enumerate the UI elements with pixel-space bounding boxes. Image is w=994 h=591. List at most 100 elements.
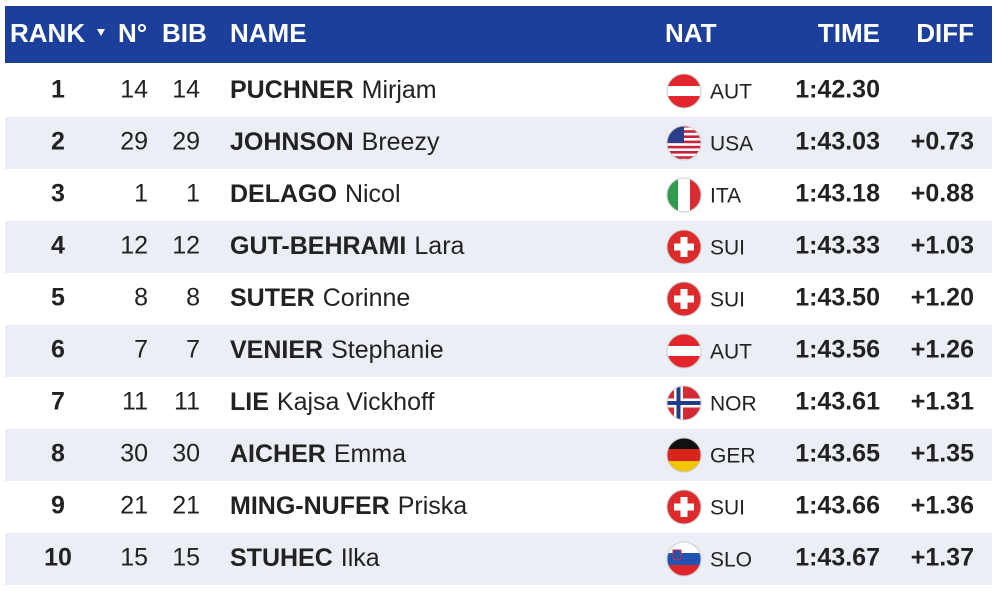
- name: SUTER Corinne: [230, 284, 410, 312]
- first-name: Breezy: [362, 128, 440, 156]
- start-number: 14: [120, 76, 148, 104]
- bib: 11: [174, 388, 200, 416]
- flag-part: [674, 243, 694, 251]
- bib: 12: [172, 232, 200, 260]
- flag-part: [667, 151, 701, 154]
- row-bg: [5, 117, 992, 169]
- flag: [667, 230, 701, 264]
- name: LIE Kajsa Vickhoff: [230, 388, 434, 416]
- flag-ring: [666, 73, 702, 109]
- flag-ring: [666, 489, 702, 525]
- diff: +1.37: [911, 544, 974, 572]
- column-header: DIFF: [916, 18, 974, 48]
- rank: 6: [51, 336, 65, 364]
- first-name: Kajsa Vickhoff: [277, 388, 435, 416]
- flag-ring: [666, 229, 702, 265]
- diff: +1.31: [911, 388, 974, 416]
- surname: AICHER: [230, 440, 326, 468]
- flag-part: [667, 565, 701, 576]
- surname: MING-NUFER: [230, 492, 390, 520]
- row-bg: [5, 221, 992, 273]
- first-name: Corinne: [323, 284, 411, 312]
- bib: 8: [186, 284, 200, 312]
- nation: NOR: [710, 393, 757, 416]
- flag-ring: [666, 125, 702, 161]
- start-number: 30: [120, 440, 148, 468]
- sort-arrow: [97, 29, 105, 36]
- diff: +1.35: [911, 440, 974, 468]
- rank: 9: [51, 492, 65, 520]
- first-name: Mirjam: [362, 76, 437, 104]
- diff: +0.88: [911, 180, 974, 208]
- flag: [667, 334, 701, 368]
- flag: [667, 282, 701, 316]
- rank: 3: [51, 180, 65, 208]
- flag-part: [667, 438, 701, 449]
- start-number: 21: [120, 492, 148, 520]
- start-number: 1: [134, 180, 148, 208]
- surname: GUT-BEHRAMI: [230, 232, 406, 260]
- bib: 1: [186, 180, 200, 208]
- surname: PUCHNER: [230, 76, 354, 104]
- surname: STUHEC: [230, 544, 333, 572]
- time: 1:43.18: [795, 180, 880, 208]
- first-name: Stephanie: [331, 336, 444, 364]
- flag: [667, 386, 701, 420]
- rank: 10: [44, 544, 72, 572]
- flag-part: [667, 553, 701, 565]
- nation: ITA: [710, 185, 741, 208]
- diff: +1.03: [911, 232, 974, 260]
- row-bg: [5, 325, 992, 377]
- flag: [667, 74, 701, 108]
- rank: 1: [51, 76, 65, 104]
- time: 1:42.30: [795, 76, 880, 104]
- time: 1:43.33: [795, 232, 880, 260]
- time: 1:43.50: [795, 284, 880, 312]
- rank: 2: [51, 128, 65, 156]
- rank: 8: [51, 440, 65, 468]
- flag-ring: [666, 333, 702, 369]
- name: VENIER Stephanie: [230, 336, 444, 364]
- surname: JOHNSON: [230, 128, 354, 156]
- bib: 7: [186, 336, 200, 364]
- start-number: 29: [120, 128, 148, 156]
- flag-part: [674, 295, 694, 303]
- flag-ring: [666, 541, 702, 577]
- bib: 30: [172, 440, 200, 468]
- flag-part: [672, 549, 682, 561]
- flag-part: [667, 156, 701, 159]
- start-number: 7: [134, 336, 148, 364]
- nation: SLO: [710, 549, 752, 572]
- diff: +0.73: [911, 128, 974, 156]
- flag: [667, 438, 701, 472]
- time: 1:43.65: [795, 440, 880, 468]
- nation: USA: [710, 133, 753, 156]
- flag-part: [667, 145, 701, 149]
- row-bg: [5, 273, 992, 325]
- diff: +1.26: [911, 336, 974, 364]
- start-number: 15: [120, 544, 148, 572]
- bib: 14: [172, 76, 200, 104]
- flag-part: [667, 178, 678, 212]
- column-header: BIB: [162, 18, 207, 48]
- header-bar: [5, 6, 992, 63]
- column-header: NAME: [230, 18, 307, 48]
- nation: SUI: [710, 497, 745, 520]
- flag-ring: [666, 437, 702, 473]
- surname: SUTER: [230, 284, 315, 312]
- name: PUCHNER Mirjam: [230, 76, 437, 104]
- surname: VENIER: [230, 336, 323, 364]
- flag: [667, 490, 701, 524]
- flag-part: [667, 461, 701, 472]
- bib: 29: [172, 128, 200, 156]
- flag-part: [667, 449, 701, 461]
- name: DELAGO Nicol: [230, 180, 401, 208]
- row-bg: [5, 481, 992, 533]
- first-name: Nicol: [345, 180, 401, 208]
- rank: 5: [51, 284, 65, 312]
- diff: +1.20: [911, 284, 974, 312]
- flag-ring: [666, 177, 702, 213]
- surname: DELAGO: [230, 180, 337, 208]
- rank: 7: [51, 388, 65, 416]
